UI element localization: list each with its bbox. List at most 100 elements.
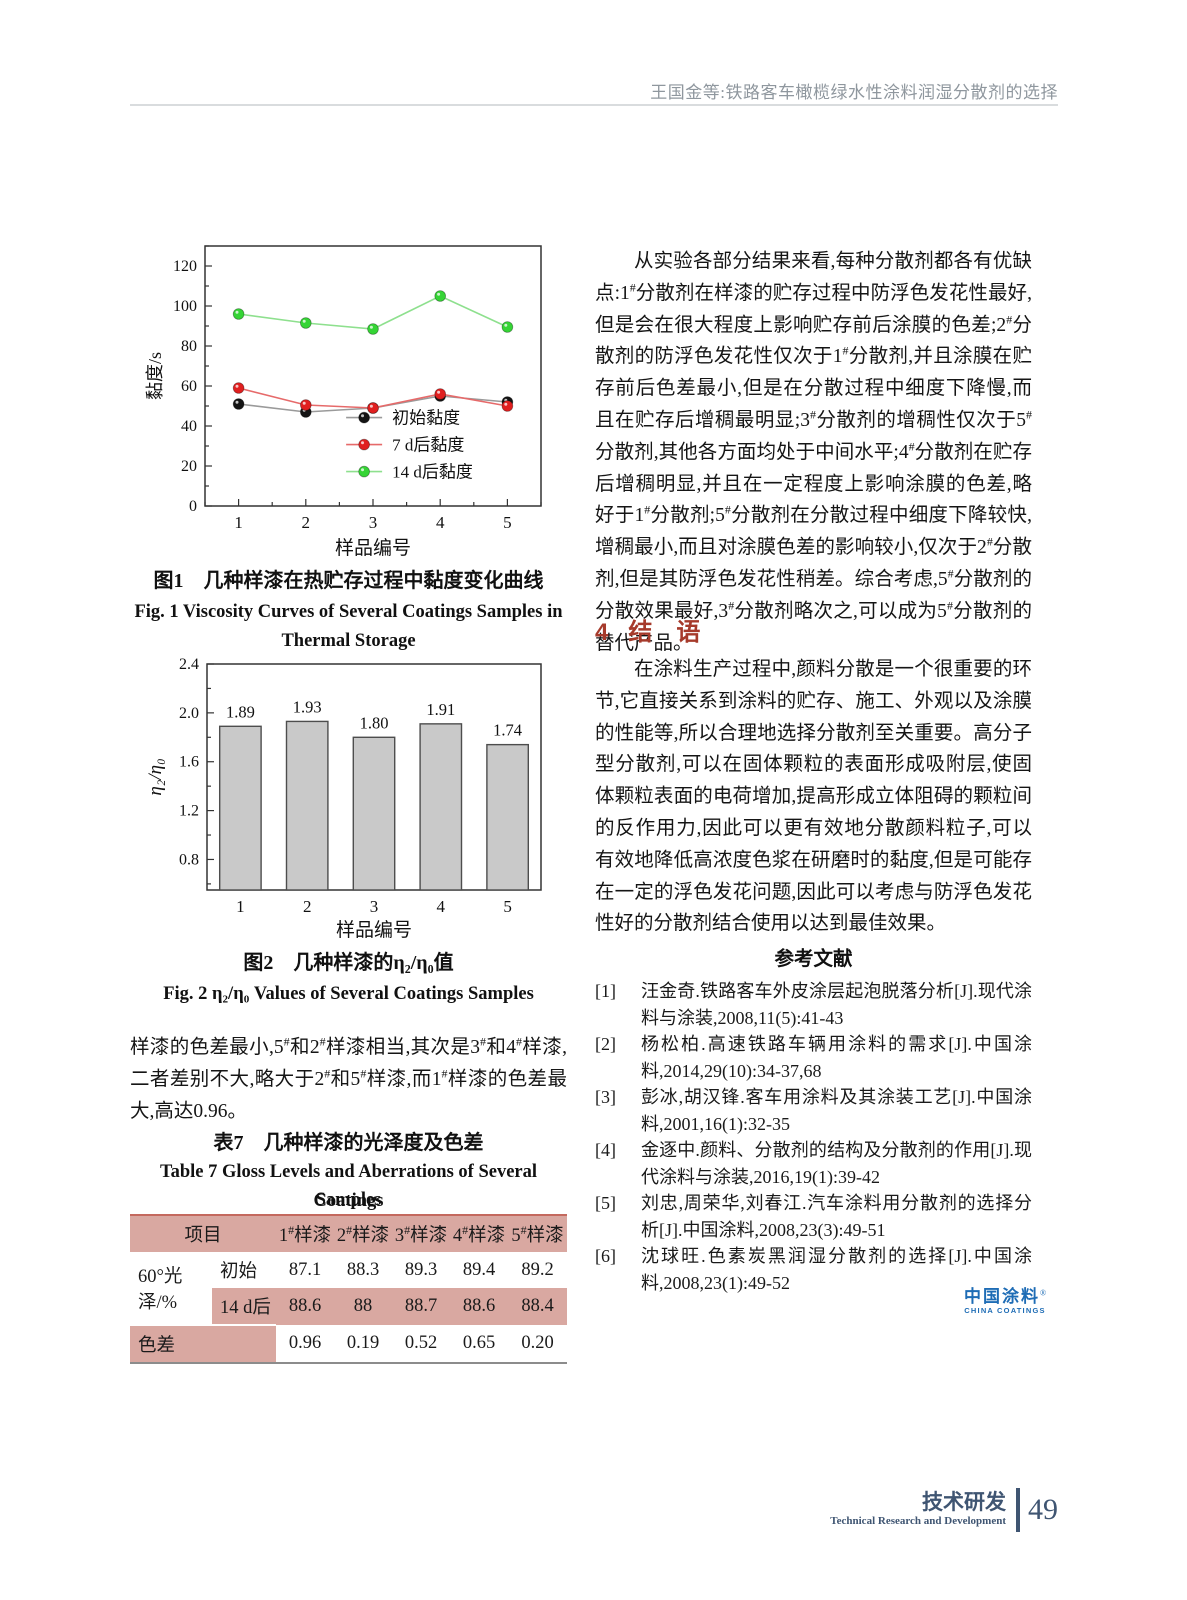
reference-item: [3] 彭冰,胡汉锋.客车用涂料及其涂装工艺[J].中国涂料,2001,16(1)…: [595, 1084, 1032, 1137]
section-title: 结 语: [628, 619, 701, 646]
section-heading: 4 结 语: [595, 612, 1032, 647]
svg-text:1: 1: [234, 513, 243, 532]
table-row-label: 色差: [130, 1324, 277, 1363]
svg-text:4: 4: [436, 513, 445, 532]
figure1-caption-zh: 图1 几种样漆在热贮存过程中黏度变化曲线: [153, 570, 544, 592]
reference-item: [2] 杨松柏.高速铁路车辆用涂料的需求[J].中国涂料,2014,29(10):…: [595, 1031, 1032, 1084]
table-cell: 88: [334, 1288, 393, 1325]
reference-text: 彭冰,胡汉锋.客车用涂料及其涂装工艺[J].中国涂料,2001,16(1):32…: [641, 1087, 1032, 1134]
table-row-label: 14 d后: [212, 1288, 277, 1325]
table-cell: 88.6: [450, 1288, 509, 1325]
svg-text:样品编号: 样品编号: [335, 537, 411, 559]
reference-text: 金逐中.颜料、分散剂的结构及分散剂的作用[J].现代涂料与涂装,2016,19(…: [641, 1140, 1032, 1187]
reference-number: [5]: [595, 1193, 616, 1213]
table7-title-zh: 表7 几种样漆的光泽度及色差: [213, 1132, 484, 1154]
table7-title-en-1: Table 7 Gloss Levels and Aberrations of …: [159, 1162, 538, 1211]
svg-text:样品编号: 样品编号: [336, 919, 412, 941]
conclusion-discussion-paragraph: 从实验各部分结果来看,每种分散剂都各有优缺点:1#分散剂在样漆的贮存过程中防浮色…: [595, 251, 1032, 654]
page-footer: 技术研发 Technical Research and Development …: [830, 1488, 1058, 1532]
figure1-caption-en-2: Thermal Storage: [281, 631, 416, 651]
table-header-s4: 4#样漆: [450, 1215, 509, 1252]
table-header-s3: 3#样漆: [392, 1215, 451, 1252]
svg-text:14 d后黏度: 14 d后黏度: [392, 463, 473, 482]
svg-text:20: 20: [181, 458, 197, 475]
svg-text:3: 3: [369, 513, 378, 532]
left-paragraph: 样漆的色差最小,5#和2#样漆相当,其次是3#和4#样漆,二者差别不大,略大于2…: [130, 1034, 567, 1122]
reference-number: [2]: [595, 1034, 616, 1054]
table-header-s1: 1#样漆: [276, 1215, 335, 1252]
svg-text:2.4: 2.4: [179, 656, 199, 673]
reference-number: [1]: [595, 981, 616, 1001]
svg-text:黏度/s: 黏度/s: [145, 352, 165, 400]
svg-text:η₂/η₀: η₂/η₀: [145, 758, 166, 795]
reference-number: [6]: [595, 1246, 616, 1266]
references-list: [1] 汪金奇.铁路客车外皮涂层起泡脱落分析[J].现代涂料与涂装,2008,11…: [595, 978, 1032, 1296]
table-cell: 88.4: [508, 1288, 568, 1325]
reference-number: [3]: [595, 1087, 616, 1107]
references-title: 参考文献: [774, 949, 853, 970]
table-cell: 89.3: [404, 1259, 438, 1280]
table-row: 项目 1#样漆 2#样漆 3#样漆 4#样漆 5#样漆: [130, 1215, 568, 1252]
reference-text: 沈球旺.色素炭黑润湿分散剂的选择[J].中国涂料,2008,23(1):49-5…: [641, 1246, 1032, 1293]
footer-divider: [1016, 1488, 1020, 1532]
svg-text:7 d后黏度: 7 d后黏度: [392, 436, 464, 455]
figure1-line-chart: 0 20 40 60 80 100 120 1 2 3 4 5 黏度/s 样品编号 初始黏度 7 d后黏度 14…: [145, 245, 542, 559]
svg-text:60: 60: [181, 378, 197, 395]
svg-text:3: 3: [370, 897, 379, 916]
logo-text-zh: 中国涂料: [963, 1287, 1040, 1306]
svg-text:80: 80: [181, 338, 197, 355]
table-header-item: 项目: [130, 1215, 277, 1252]
figure2-bar-chart: 0.8 1.2 1.6 2.0 2.4 1.89 1 1.93 2 1.80 3 1.91 4 1.74 5…: [145, 656, 542, 941]
table-cell: 0.65: [462, 1333, 496, 1353]
svg-text:1.93: 1.93: [293, 697, 322, 716]
svg-text:初始黏度: 初始黏度: [392, 409, 460, 428]
svg-text:1.89: 1.89: [226, 702, 255, 721]
reference-item: [1] 汪金奇.铁路客车外皮涂层起泡脱落分析[J].现代涂料与涂装,2008,11…: [595, 978, 1032, 1031]
trademark-icon: ®: [1039, 1288, 1047, 1298]
running-head: 王国金等:铁路客车橄榄绿水性涂料润湿分散剂的选择: [650, 83, 1058, 102]
figure2-caption-zh: 图2 几种样漆的η₂/η₀值: [243, 952, 454, 974]
svg-text:120: 120: [173, 258, 197, 275]
table-cell: 0.96: [288, 1333, 322, 1353]
logo-text-en: CHINA COATINGS: [964, 1305, 1046, 1315]
table-cell: 88.3: [346, 1259, 380, 1280]
section-number: 4: [595, 619, 609, 646]
svg-text:2: 2: [302, 513, 311, 532]
svg-text:2.0: 2.0: [179, 705, 199, 722]
table-row: 色差 0.96 0.19 0.52 0.65 0.20: [130, 1324, 567, 1363]
svg-text:1.91: 1.91: [426, 700, 455, 719]
table-cell: 0.19: [346, 1333, 380, 1353]
svg-text:4: 4: [437, 897, 446, 916]
svg-text:1: 1: [236, 897, 245, 916]
table-header-s5: 5#样漆: [508, 1215, 568, 1252]
table7: 项目 1#样漆 2#样漆 3#样漆 4#样漆 5#样漆 60°光泽/% 初始 8…: [130, 1214, 568, 1364]
table-cell: 89.2: [521, 1259, 554, 1280]
svg-text:5: 5: [503, 897, 512, 916]
china-coatings-logo: 中国涂料® CHINA COATINGS: [960, 1287, 1050, 1315]
table-cell: 88.6: [276, 1288, 335, 1325]
footer-section-zh: 技术研发: [922, 1491, 1006, 1514]
footer-section-en: Technical Research and Development: [830, 1515, 1006, 1527]
conclusion-paragraph: 在涂料生产过程中,颜料分散是一个很重要的环节,它直接关系到涂料的贮存、施工、外观…: [595, 659, 1032, 935]
table-cell: 87.1: [288, 1259, 322, 1280]
reference-text: 杨松柏.高速铁路车辆用涂料的需求[J].中国涂料,2014,29(10):34-…: [641, 1034, 1032, 1081]
svg-text:2: 2: [303, 897, 312, 916]
svg-text:40: 40: [181, 418, 197, 435]
svg-text:1.80: 1.80: [360, 713, 389, 732]
reference-text: 汪金奇.铁路客车外皮涂层起泡脱落分析[J].现代涂料与涂装,2008,11(5)…: [641, 981, 1032, 1028]
table-cell: 89.4: [462, 1259, 496, 1280]
table-cell: 0.20: [521, 1333, 554, 1353]
table-cell: 0.52: [404, 1333, 438, 1353]
table7-title-en-2: Samples: [315, 1190, 382, 1210]
table-rowgroup-label: 60°光泽/%: [138, 1267, 183, 1313]
table-row-label: 初始: [220, 1262, 258, 1282]
reference-item: [5] 刘忠,周荣华,刘春江.汽车涂料用分散剂的选择分析[J].中国涂料,2008…: [595, 1190, 1032, 1243]
svg-text:1.74: 1.74: [493, 721, 522, 740]
table-row: 60°光泽/% 初始 87.1 88.3 89.3 89.4 89.2: [130, 1252, 567, 1314]
reference-number: [4]: [595, 1140, 616, 1160]
svg-text:5: 5: [503, 513, 512, 532]
table-cell: 88.7: [392, 1288, 451, 1325]
table-row: 14 d后 88.6 88 88.7 88.6 88.4: [130, 1288, 568, 1325]
svg-text:1.6: 1.6: [179, 754, 199, 771]
reference-item: [6] 沈球旺.色素炭黑润湿分散剂的选择[J].中国涂料,2008,23(1):4…: [595, 1243, 1032, 1296]
